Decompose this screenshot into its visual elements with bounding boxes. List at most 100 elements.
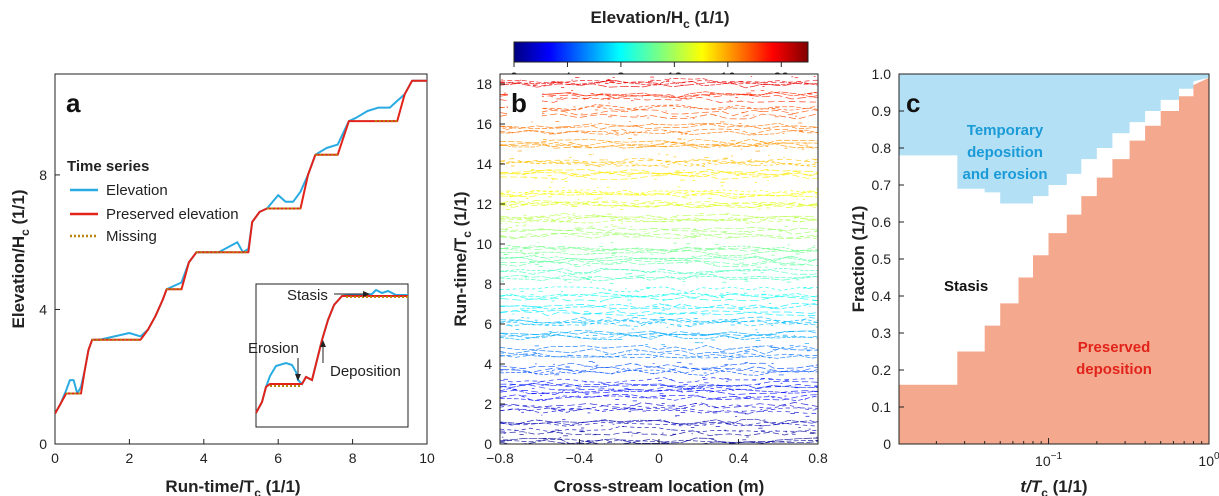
b-strata-point-24-10 bbox=[519, 79, 522, 81]
b-strata-point-2-0 bbox=[550, 407, 555, 409]
b-strata-point-2-7 bbox=[760, 409, 763, 410]
b-strata-point-7-16 bbox=[736, 331, 738, 333]
b-strata-point-8-17 bbox=[679, 326, 682, 328]
b-strata-point-6-21 bbox=[605, 354, 609, 355]
b-strata-point-2-3 bbox=[532, 405, 535, 407]
b-strata-point-24-15 bbox=[529, 82, 531, 83]
b-strata-point-24-0 bbox=[556, 81, 559, 83]
b-strata-point-20-26 bbox=[663, 140, 665, 142]
b-strata-point-23-14 bbox=[600, 98, 604, 100]
b-strata-point-10-18 bbox=[801, 296, 804, 298]
b-strata-point-13-22 bbox=[533, 254, 537, 256]
b-strata-point-19-22 bbox=[814, 159, 818, 161]
b-strata-point-20-27 bbox=[755, 146, 759, 147]
b-strata-point-7-15 bbox=[549, 333, 552, 334]
b-strata-point-3-24 bbox=[717, 397, 722, 399]
a-xtick-label-1: 2 bbox=[126, 450, 134, 466]
b-strata-line-14-1 bbox=[500, 233, 818, 239]
b-strata-point-10-23 bbox=[720, 293, 724, 295]
panel-a-inset: Stasis Erosion Deposition bbox=[248, 283, 409, 428]
b-strata-point-15-23 bbox=[674, 216, 677, 218]
b-strata-point-12-3 bbox=[754, 255, 757, 257]
b-strata-point-0-3 bbox=[543, 438, 547, 439]
b-strata-line-9-3 bbox=[500, 303, 818, 310]
b-strata-point-11-9 bbox=[571, 274, 575, 275]
b-strata-point-4-27 bbox=[544, 383, 550, 385]
b-strata-point-1-6 bbox=[627, 431, 633, 433]
b-strata-point-12-27 bbox=[605, 257, 611, 259]
b-strata-line-1-0 bbox=[500, 422, 818, 427]
b-strata-point-6-11 bbox=[769, 345, 774, 347]
a-ytick-label-2: 8 bbox=[39, 167, 47, 183]
b-strata-point-19-24 bbox=[605, 159, 608, 161]
b-strata-point-3-5 bbox=[695, 391, 699, 393]
b-strata-point-17-15 bbox=[593, 198, 599, 200]
b-strata-line-0-1 bbox=[500, 438, 818, 444]
panel-a-xlabel: Run-time/Tc (1/1) bbox=[165, 477, 300, 496]
b-strata-line-18-3 bbox=[500, 173, 818, 181]
b-strata-point-24-5 bbox=[571, 79, 573, 81]
b-strata-line-8-0 bbox=[500, 316, 818, 324]
b-strata-point-21-21 bbox=[502, 127, 506, 129]
b-strata-point-22-19 bbox=[743, 115, 746, 117]
b-strata-point-6-12 bbox=[628, 351, 630, 353]
b-strata-point-12-24 bbox=[785, 256, 790, 258]
b-strata-point-13-14 bbox=[714, 252, 719, 254]
b-strata-point-11-1 bbox=[744, 279, 748, 281]
b-strata-point-22-23 bbox=[746, 114, 749, 116]
b-strata-point-6-29 bbox=[788, 354, 793, 356]
b-strata-point-1-15 bbox=[808, 428, 811, 430]
b-strata-point-7-24 bbox=[697, 332, 700, 334]
b-ytick-label-5: 10 bbox=[476, 236, 492, 252]
b-strata-point-18-18 bbox=[531, 172, 534, 174]
b-strata-point-21-19 bbox=[799, 130, 804, 132]
b-strata-point-16-23 bbox=[813, 207, 816, 208]
b-strata-point-11-26 bbox=[586, 279, 591, 280]
b-strata-point-18-24 bbox=[675, 170, 680, 172]
b-strata-point-19-19 bbox=[615, 165, 620, 167]
b-strata-point-9-13 bbox=[679, 306, 681, 308]
b-strata-point-20-20 bbox=[542, 139, 547, 140]
b-strata-point-1-19 bbox=[763, 419, 766, 421]
b-strata-point-4-15 bbox=[668, 379, 673, 380]
b-strata-point-9-14 bbox=[674, 306, 676, 308]
b-strata-point-21-29 bbox=[505, 129, 509, 131]
b-strata-point-11-11 bbox=[628, 273, 633, 274]
b-strata-point-16-4 bbox=[785, 200, 787, 202]
b-strata-point-9-8 bbox=[512, 313, 515, 315]
b-strata-point-6-3 bbox=[523, 353, 528, 355]
b-strata-point-16-3 bbox=[632, 205, 635, 207]
b-strata-point-18-26 bbox=[656, 175, 662, 177]
b-strata-point-5-26 bbox=[757, 367, 759, 368]
b-strata-point-5-15 bbox=[703, 372, 707, 374]
b-strata-point-14-15 bbox=[722, 231, 728, 232]
b-strata-point-22-7 bbox=[758, 111, 762, 112]
b-strata-point-20-9 bbox=[740, 148, 743, 150]
b-strata-point-6-22 bbox=[708, 355, 710, 357]
b-strata-line-16-0 bbox=[500, 200, 818, 207]
panel-c-letter: c bbox=[906, 88, 920, 118]
b-strata-point-5-8 bbox=[596, 364, 599, 366]
b-strata-point-17-8 bbox=[525, 198, 529, 199]
b-strata-point-12-18 bbox=[790, 261, 796, 263]
b-strata-point-16-2 bbox=[502, 207, 505, 209]
b-strata-point-10-16 bbox=[671, 288, 675, 290]
b-xtick-label-1: −0.4 bbox=[566, 450, 594, 466]
b-strata-point-20-5 bbox=[731, 140, 736, 142]
b-strata-point-8-1 bbox=[585, 319, 590, 321]
b-strata-line-4-0 bbox=[500, 383, 818, 390]
b-strata-point-23-18 bbox=[813, 92, 817, 94]
b-strata-point-10-25 bbox=[551, 300, 555, 302]
b-strata-point-15-24 bbox=[610, 224, 613, 226]
colorbar-title: Elevation/Hc (1/1) bbox=[591, 8, 730, 31]
b-strata-point-15-0 bbox=[726, 213, 730, 214]
inset-arrowhead-erosion bbox=[295, 374, 301, 381]
b-strata-point-18-25 bbox=[720, 181, 726, 183]
b-strata-point-19-15 bbox=[664, 166, 669, 168]
b-strata-point-18-3 bbox=[638, 172, 641, 173]
b-strata-point-19-28 bbox=[737, 163, 740, 165]
b-strata-point-10-20 bbox=[709, 295, 713, 297]
b-strata-point-19-7 bbox=[747, 160, 752, 162]
b-strata-point-2-29 bbox=[675, 416, 677, 417]
b-strata-point-16-21 bbox=[509, 205, 512, 206]
